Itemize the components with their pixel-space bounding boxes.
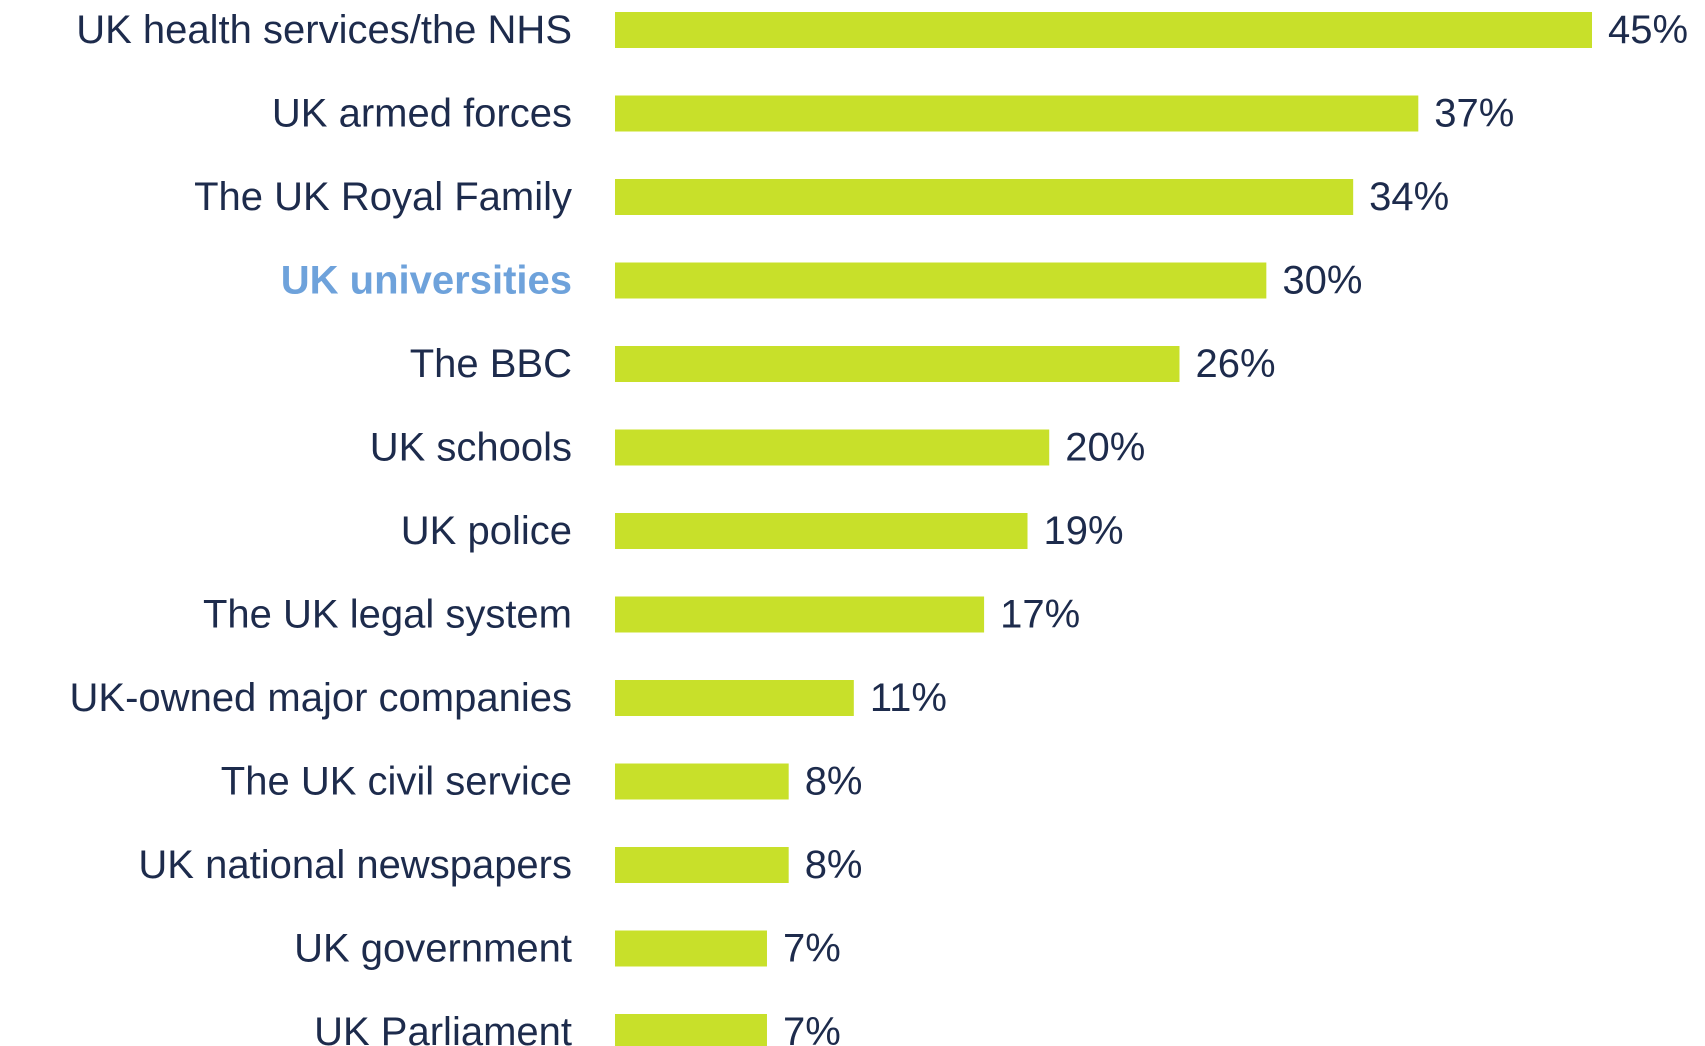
bar [615,12,1592,48]
category-label: UK Parliament [314,1010,572,1046]
bar [615,930,767,967]
value-label: 7% [783,1010,841,1046]
bar [615,95,1419,132]
value-label: 8% [805,760,863,804]
bar [615,596,985,633]
value-label: 20% [1065,426,1145,470]
value-label: 8% [805,843,863,887]
bar [615,429,1050,466]
category-label: The UK civil service [221,760,572,804]
bar [615,346,1180,382]
value-label: 34% [1369,175,1449,219]
bar [615,847,789,883]
value-label: 7% [783,927,841,971]
category-label: UK health services/the NHS [76,8,572,52]
category-label: The UK legal system [203,593,572,637]
category-label: UK armed forces [272,92,572,136]
bar [615,680,854,716]
value-label: 26% [1195,342,1275,386]
category-label: UK-owned major companies [70,676,572,720]
value-label: 45% [1608,8,1688,52]
value-label: 17% [1000,593,1080,637]
value-label: 30% [1282,259,1362,303]
category-label: UK schools [370,426,572,470]
bar [615,179,1354,215]
category-label: The BBC [410,342,572,386]
value-label: 19% [1044,509,1124,553]
category-label: UK universities [281,259,572,303]
category-label: UK police [401,509,572,553]
category-label: UK national newspapers [138,843,572,887]
category-label: The UK Royal Family [194,175,572,219]
bar [615,1014,767,1046]
value-label: 11% [870,676,947,720]
value-label: 37% [1434,92,1514,136]
bar [615,262,1267,299]
bar [615,513,1028,549]
category-label: UK government [294,927,572,971]
bar [615,763,789,800]
